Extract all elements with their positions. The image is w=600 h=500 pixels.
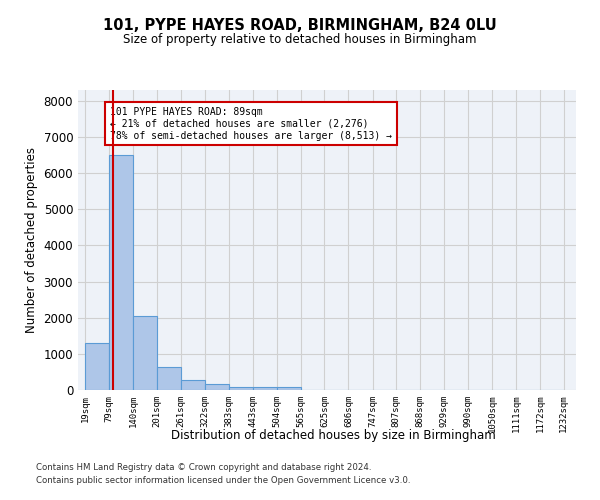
Text: Distribution of detached houses by size in Birmingham: Distribution of detached houses by size … — [170, 428, 496, 442]
Bar — [133, 316, 157, 390]
Text: Contains HM Land Registry data © Crown copyright and database right 2024.: Contains HM Land Registry data © Crown c… — [36, 464, 371, 472]
Bar — [85, 343, 109, 390]
Y-axis label: Number of detached properties: Number of detached properties — [25, 147, 38, 333]
Text: 101, PYPE HAYES ROAD, BIRMINGHAM, B24 0LU: 101, PYPE HAYES ROAD, BIRMINGHAM, B24 0L… — [103, 18, 497, 32]
Bar — [109, 155, 133, 390]
Text: Contains public sector information licensed under the Open Government Licence v3: Contains public sector information licen… — [36, 476, 410, 485]
Bar — [229, 386, 253, 390]
Text: 101 PYPE HAYES ROAD: 89sqm
← 21% of detached houses are smaller (2,276)
78% of s: 101 PYPE HAYES ROAD: 89sqm ← 21% of deta… — [110, 108, 392, 140]
Bar — [205, 384, 229, 390]
Bar — [277, 386, 301, 390]
Text: Size of property relative to detached houses in Birmingham: Size of property relative to detached ho… — [123, 32, 477, 46]
Bar — [157, 366, 181, 390]
Bar — [181, 380, 205, 390]
Bar — [253, 387, 277, 390]
